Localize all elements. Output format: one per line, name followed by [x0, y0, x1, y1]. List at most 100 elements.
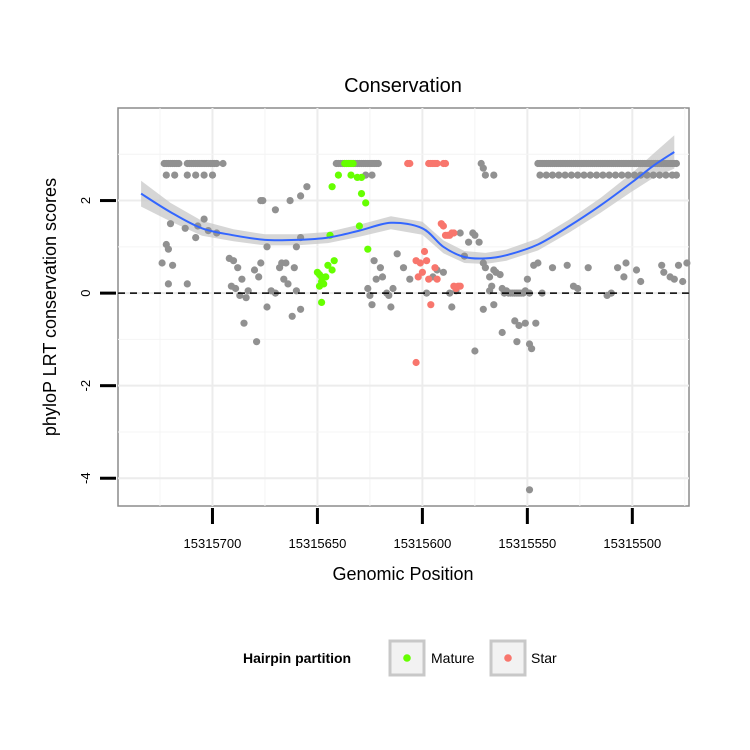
point-other — [164, 245, 172, 253]
point-other — [374, 159, 382, 168]
point-other — [229, 257, 238, 265]
point-star — [420, 247, 429, 256]
x-axis-ticks: 15315700 15315650 15315600 15315550 15315500 — [184, 508, 661, 551]
point-mature — [349, 159, 357, 168]
point-star — [439, 222, 447, 230]
point-other — [378, 273, 387, 281]
point-star — [427, 301, 435, 309]
point-other — [406, 275, 414, 283]
point-other — [542, 171, 550, 179]
x-tick-label: 15315550 — [498, 536, 556, 551]
point-other — [574, 284, 582, 293]
point-other — [496, 271, 504, 279]
point-other — [171, 171, 179, 179]
point-other — [624, 171, 632, 179]
smooth-curve-layer — [140, 151, 675, 260]
point-other — [481, 264, 489, 272]
point-other — [439, 268, 447, 276]
point-other — [242, 294, 250, 302]
point-other — [643, 171, 651, 179]
point-other — [297, 192, 305, 200]
point-star — [433, 159, 441, 168]
point-mature — [362, 199, 370, 207]
point-other — [376, 264, 384, 272]
point-mature — [364, 245, 372, 253]
point-other — [183, 280, 191, 288]
point-star — [425, 275, 433, 283]
point-other — [259, 197, 267, 205]
point-other — [679, 277, 687, 286]
point-other — [271, 206, 279, 214]
point-mature — [347, 171, 355, 179]
point-star — [433, 275, 441, 283]
y-axis-label: phyloP LRT conservation scores — [40, 178, 60, 436]
point-other — [448, 303, 456, 311]
point-mature — [357, 190, 366, 198]
point-other — [548, 171, 557, 179]
point-other — [563, 261, 571, 269]
point-star — [456, 282, 464, 290]
legend-label-star: Star — [531, 650, 557, 666]
point-other — [389, 284, 397, 293]
point-other — [630, 171, 639, 179]
point-other — [244, 287, 252, 295]
point-other — [611, 171, 620, 179]
point-other — [511, 317, 519, 325]
point-other — [672, 171, 681, 179]
point-other — [660, 268, 668, 276]
point-star — [431, 264, 439, 272]
point-other — [620, 273, 628, 281]
point-other — [593, 171, 601, 179]
point-other — [580, 171, 588, 179]
point-star — [418, 268, 426, 276]
point-mature — [322, 273, 330, 281]
point-other — [662, 171, 670, 179]
plot-panel — [117, 107, 690, 507]
point-other — [234, 264, 242, 272]
point-other — [456, 229, 464, 237]
legend-dot-star — [504, 654, 512, 662]
point-other — [181, 224, 189, 232]
point-other — [232, 284, 240, 293]
point-other — [263, 303, 271, 311]
point-other — [158, 259, 166, 267]
point-other — [240, 319, 248, 327]
point-star — [412, 358, 420, 367]
point-other — [213, 159, 221, 168]
point-star — [414, 273, 422, 281]
point-star — [441, 159, 450, 168]
legend: Hairpin partition Mature Star — [243, 639, 557, 677]
legend-dot-mature — [403, 654, 411, 662]
smooth-curve — [140, 151, 675, 260]
point-mature — [320, 280, 328, 288]
point-other — [567, 171, 576, 179]
point-other — [284, 280, 292, 288]
point-other — [672, 159, 681, 168]
point-other — [605, 171, 613, 179]
point-other — [683, 259, 691, 267]
point-other — [183, 171, 191, 179]
point-other — [525, 486, 534, 494]
point-other — [586, 171, 594, 179]
point-other — [574, 171, 582, 179]
chart-title: Conservation — [344, 75, 462, 97]
point-other — [534, 259, 542, 267]
point-mature — [324, 261, 332, 269]
point-other — [250, 266, 259, 274]
point-other — [166, 220, 175, 228]
point-mature — [334, 171, 342, 179]
point-other — [465, 238, 473, 246]
x-tick-label: 15315600 — [393, 536, 451, 551]
point-mature — [313, 268, 321, 276]
point-other — [399, 264, 408, 272]
point-other — [297, 305, 305, 313]
point-other — [656, 171, 664, 179]
point-other — [263, 243, 271, 251]
point-other — [658, 261, 666, 269]
point-other — [536, 171, 544, 179]
point-other — [238, 275, 246, 283]
point-other — [471, 347, 479, 355]
point-other — [219, 159, 227, 168]
point-other — [486, 273, 494, 281]
point-mature — [328, 183, 336, 191]
